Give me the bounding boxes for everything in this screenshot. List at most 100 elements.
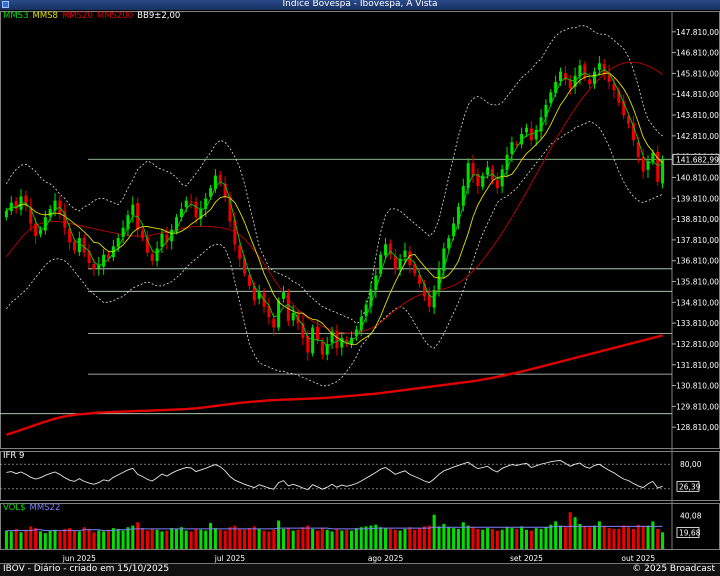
volume-bar <box>447 527 451 549</box>
volume-bar <box>204 530 208 549</box>
candle-body <box>199 208 203 219</box>
legend-item[interactable]: MMS200 <box>96 11 134 21</box>
candle-body <box>209 188 213 197</box>
candle-body <box>607 72 611 82</box>
volume-bar <box>490 528 494 549</box>
volume-bar <box>403 528 407 549</box>
candle-body <box>656 151 660 182</box>
volume-bar <box>286 528 290 549</box>
legend-item[interactable]: MMS22 <box>29 503 61 513</box>
volume-bar <box>184 530 188 549</box>
last-price-label: 141.682,99 <box>676 155 719 164</box>
candle-body <box>58 200 62 214</box>
volume-bar <box>593 525 597 549</box>
y-tick-label: 132.810,00 <box>676 340 719 349</box>
volume-bar <box>9 531 13 549</box>
app-icon[interactable] <box>2 1 9 8</box>
candle-body <box>14 200 18 209</box>
candle-body <box>325 344 329 355</box>
volume-bar <box>437 526 441 549</box>
volume-bar <box>627 527 631 549</box>
y-tick-label: 138.810,00 <box>676 215 719 224</box>
candle-body <box>267 305 271 318</box>
volume-bar <box>223 530 227 549</box>
volume-bar <box>38 531 42 549</box>
candle-body <box>583 64 587 78</box>
legend-item[interactable]: MMS3 <box>3 11 29 21</box>
y-tick-label: 144.810,00 <box>676 90 719 99</box>
volume-bar <box>320 528 324 549</box>
volume-bar <box>145 530 149 549</box>
legend-item[interactable]: IFR 9 <box>3 451 25 461</box>
candle-body <box>612 83 616 91</box>
candle-body <box>481 175 485 187</box>
legend-item[interactable]: MMS20 <box>61 11 93 21</box>
bollinger-lower-line <box>6 121 663 387</box>
candle-body <box>578 65 582 77</box>
volume-bar <box>19 532 23 549</box>
volume-bar <box>573 517 577 549</box>
candle-body <box>558 71 563 82</box>
candle-body <box>345 339 349 345</box>
y-tick-label: 136.810,00 <box>676 257 719 266</box>
volume-bar <box>175 528 179 549</box>
candle-body <box>554 81 558 94</box>
candle-body <box>641 156 645 172</box>
y-tick-label: 146.810,00 <box>676 49 719 58</box>
candle-body <box>403 250 407 258</box>
candle-body <box>145 237 149 253</box>
candle-body <box>622 101 626 116</box>
candle-body <box>505 154 509 171</box>
candle-body <box>549 92 553 104</box>
volume-bar <box>398 530 402 549</box>
candle-body <box>77 238 81 253</box>
legend-item[interactable]: BB9±2,00 <box>137 11 181 21</box>
candle-body <box>486 167 490 175</box>
y-tick-label: 133.810,00 <box>676 319 719 328</box>
volume-bar <box>330 531 334 549</box>
legend-item[interactable]: MMS8 <box>32 11 58 21</box>
y-tick-label: 128.810,00 <box>676 423 719 432</box>
candle-body <box>247 275 251 286</box>
legend-item[interactable]: VOL$ <box>3 503 26 513</box>
volume-bar <box>233 525 237 549</box>
volume-bar <box>359 527 363 549</box>
candle-body <box>34 223 38 236</box>
candle-body <box>617 90 621 103</box>
candle-body <box>388 243 392 255</box>
volume-bar <box>325 529 329 549</box>
ifr-line <box>6 460 663 491</box>
candle-body <box>350 337 354 345</box>
volume-bar <box>505 527 509 549</box>
candle-body <box>155 248 159 261</box>
candle-body <box>48 208 52 217</box>
candle-body <box>63 211 67 228</box>
volume-bar <box>631 528 635 549</box>
volume-bar <box>612 528 616 549</box>
candle-body <box>602 64 606 74</box>
volume-bar <box>213 528 217 549</box>
candle-body <box>432 290 436 308</box>
candle-body <box>106 254 111 259</box>
candle-body <box>38 229 42 235</box>
volume-bar <box>48 530 52 549</box>
volume-bar <box>476 528 480 549</box>
candle-body <box>92 263 96 270</box>
volume-bar <box>141 528 145 549</box>
candle-body <box>520 133 524 145</box>
volume-bar <box>461 522 465 549</box>
candle-body <box>398 258 402 270</box>
candle-body <box>194 201 198 218</box>
volume-bar <box>563 527 567 549</box>
volume-bar <box>43 533 47 549</box>
candle-body <box>476 173 480 187</box>
candle-body <box>661 159 665 184</box>
volume-bar <box>539 528 543 549</box>
volume-bar <box>340 530 344 549</box>
candle-body <box>150 254 154 261</box>
volume-last-box <box>676 527 700 538</box>
candle-body <box>597 63 601 70</box>
candle-body <box>223 183 227 197</box>
volume-bar <box>68 528 72 549</box>
candle-body <box>72 241 76 251</box>
